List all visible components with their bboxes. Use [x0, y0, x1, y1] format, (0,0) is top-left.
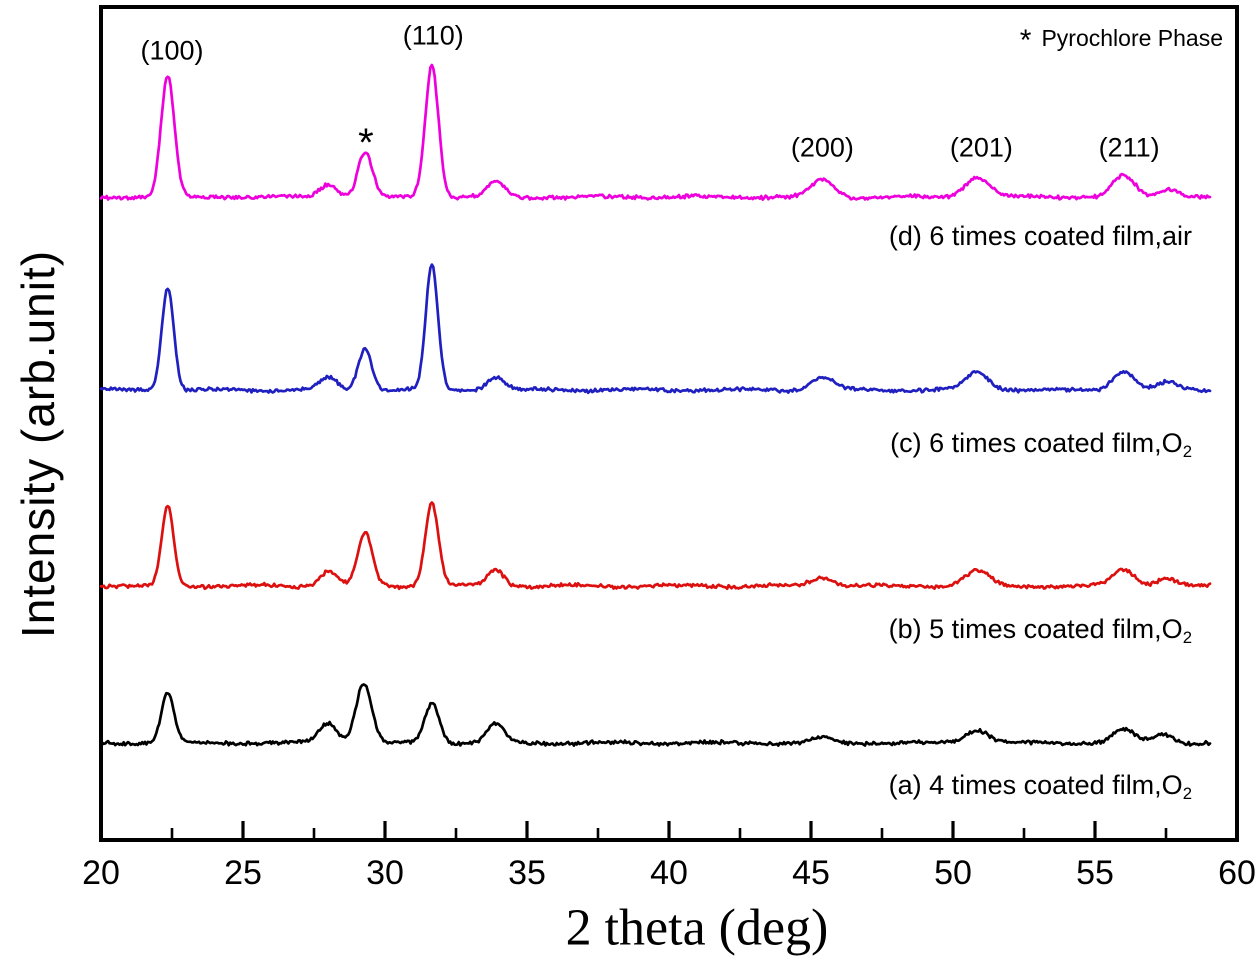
x-tick-label-50: 50: [934, 854, 972, 892]
peak-label-100: (100): [140, 35, 204, 66]
peak-label-211: (211): [1098, 132, 1160, 163]
trace-b: [99, 501, 1212, 591]
trace-c: [99, 263, 1212, 395]
x-tick-label-45: 45: [792, 854, 830, 892]
pyrochlore-asterisk-marker: *: [358, 121, 374, 165]
trace-label-subscript: 2: [1182, 784, 1192, 804]
trace-label-subscript: 2: [1182, 628, 1192, 648]
x-tick-label-60: 60: [1218, 854, 1256, 892]
x-tick-label-40: 40: [650, 854, 688, 892]
trace-label-text: (a) 4 times coated film,O: [888, 770, 1183, 800]
trace-label-subscript: 2: [1182, 442, 1192, 462]
y-axis-title: Intensity (arb.unit): [12, 249, 64, 639]
trace-label-a: (a) 4 times coated film,O2: [888, 770, 1192, 804]
x-axis-title: 2 theta (deg): [565, 899, 829, 957]
trace-label-text: (c) 6 times coated film,O: [890, 428, 1183, 458]
legend-pyrochlore: * Pyrochlore Phase: [1020, 24, 1223, 58]
legend-text: Pyrochlore Phase: [1041, 25, 1223, 51]
plot-frame: [99, 5, 1239, 842]
trace-a: [99, 683, 1212, 747]
trace-d: [99, 63, 1212, 201]
trace-label-text: (d) 6 times coated film,air: [888, 221, 1192, 251]
peak-label-200: (200): [790, 132, 854, 163]
peak-label-201: (201): [949, 132, 1013, 163]
x-tick-label-55: 55: [1076, 854, 1114, 892]
trace-label-c: (c) 6 times coated film,O2: [890, 428, 1192, 462]
x-tick-label-25: 25: [224, 854, 262, 892]
peak-label-110: (110): [402, 20, 464, 51]
x-tick-label-35: 35: [508, 854, 546, 892]
trace-label-text: (b) 5 times coated film,O: [888, 614, 1183, 644]
x-tick-label-20: 20: [82, 854, 120, 892]
asterisk-legend-symbol: *: [1019, 24, 1032, 57]
trace-label-d: (d) 6 times coated film,air: [888, 221, 1192, 252]
trace-label-b: (b) 5 times coated film,O2: [888, 614, 1192, 648]
x-tick-label-30: 30: [366, 854, 404, 892]
